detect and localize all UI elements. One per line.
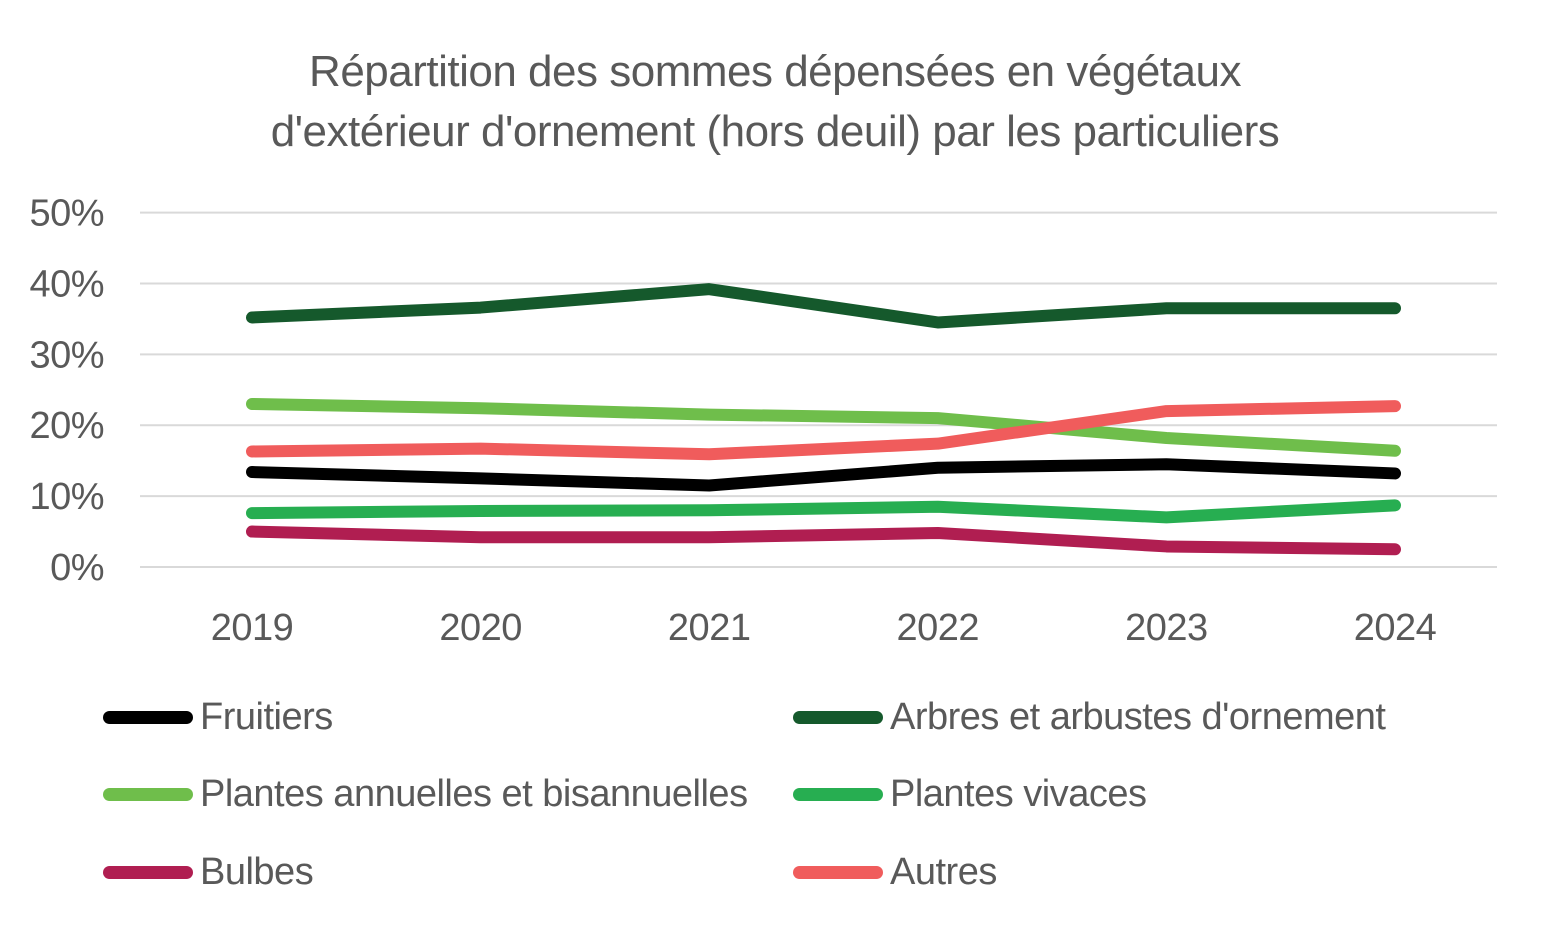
x-tick-label-2023: 2023 — [1125, 607, 1208, 649]
legend-item-bulbes: Bulbes — [103, 850, 314, 894]
legend-item-fruitiers: Fruitiers — [103, 695, 333, 739]
legend-swatch-fruitiers — [103, 710, 193, 724]
legend-item-plantes-annuelles-et-bisannuelles: Plantes annuelles et bisannuelles — [103, 772, 748, 816]
x-tick-label-2019: 2019 — [211, 607, 294, 649]
legend-swatch-plantes-vivaces — [793, 787, 883, 801]
y-axis-tick-labels: 50% 40% 30% 20% 10% 0% — [29, 193, 104, 589]
legend-label-plantes-annuelles-et-bisannuelles: Plantes annuelles et bisannuelles — [200, 772, 748, 815]
series-line-arbres-et-arbustes-d-ornement — [246, 283, 1401, 329]
x-tick-label-2020: 2020 — [439, 607, 522, 649]
series-line-autres — [246, 400, 1401, 461]
chart-title: Répartition des sommes dépensées en végé… — [0, 42, 1550, 162]
series-line-bulbes — [246, 525, 1401, 556]
legend-label-autres: Autres — [890, 850, 997, 893]
y-tick-label-30: 30% — [29, 334, 104, 376]
gridlines — [140, 211, 1497, 568]
legend-label-arbres-et-arbustes-d-ornement: Arbres et arbustes d'ornement — [890, 695, 1386, 738]
series-line-plantes-vivaces — [246, 499, 1401, 524]
y-tick-label-10: 10% — [29, 476, 104, 518]
series-lines — [246, 283, 1401, 556]
legend-label-plantes-vivaces: Plantes vivaces — [890, 772, 1147, 815]
legend-item-autres: Autres — [793, 850, 997, 894]
series-line-fruitiers — [246, 458, 1401, 492]
legend-item-plantes-vivaces: Plantes vivaces — [793, 772, 1147, 816]
y-tick-label-20: 20% — [29, 405, 104, 447]
chart-title-line2: d'extérieur d'ornement (hors deuil) par … — [270, 107, 1280, 156]
legend-swatch-plantes-annuelles-et-bisannuelles — [103, 787, 193, 801]
x-tick-label-2021: 2021 — [668, 607, 751, 649]
legend-label-fruitiers: Fruitiers — [200, 695, 333, 738]
series-line-plantes-annuelles-et-bisannuelles — [246, 397, 1401, 457]
legend-item-arbres-et-arbustes-d-ornement: Arbres et arbustes d'ornement — [793, 695, 1386, 739]
legend-swatch-bulbes — [103, 865, 193, 879]
y-tick-label-0: 0% — [50, 547, 104, 589]
y-tick-label-50: 50% — [29, 193, 104, 235]
x-tick-label-2024: 2024 — [1354, 607, 1437, 649]
legend-swatch-arbres-et-arbustes-d-ornement — [793, 710, 883, 724]
legend-swatch-autres — [793, 865, 883, 879]
chart-title-line1: Répartition des sommes dépensées en végé… — [309, 47, 1241, 96]
legend-label-bulbes: Bulbes — [200, 850, 314, 893]
y-tick-label-40: 40% — [29, 263, 104, 305]
x-axis-tick-labels: 2019 2020 2021 2022 2023 2024 — [211, 607, 1437, 649]
x-tick-label-2022: 2022 — [897, 607, 980, 649]
